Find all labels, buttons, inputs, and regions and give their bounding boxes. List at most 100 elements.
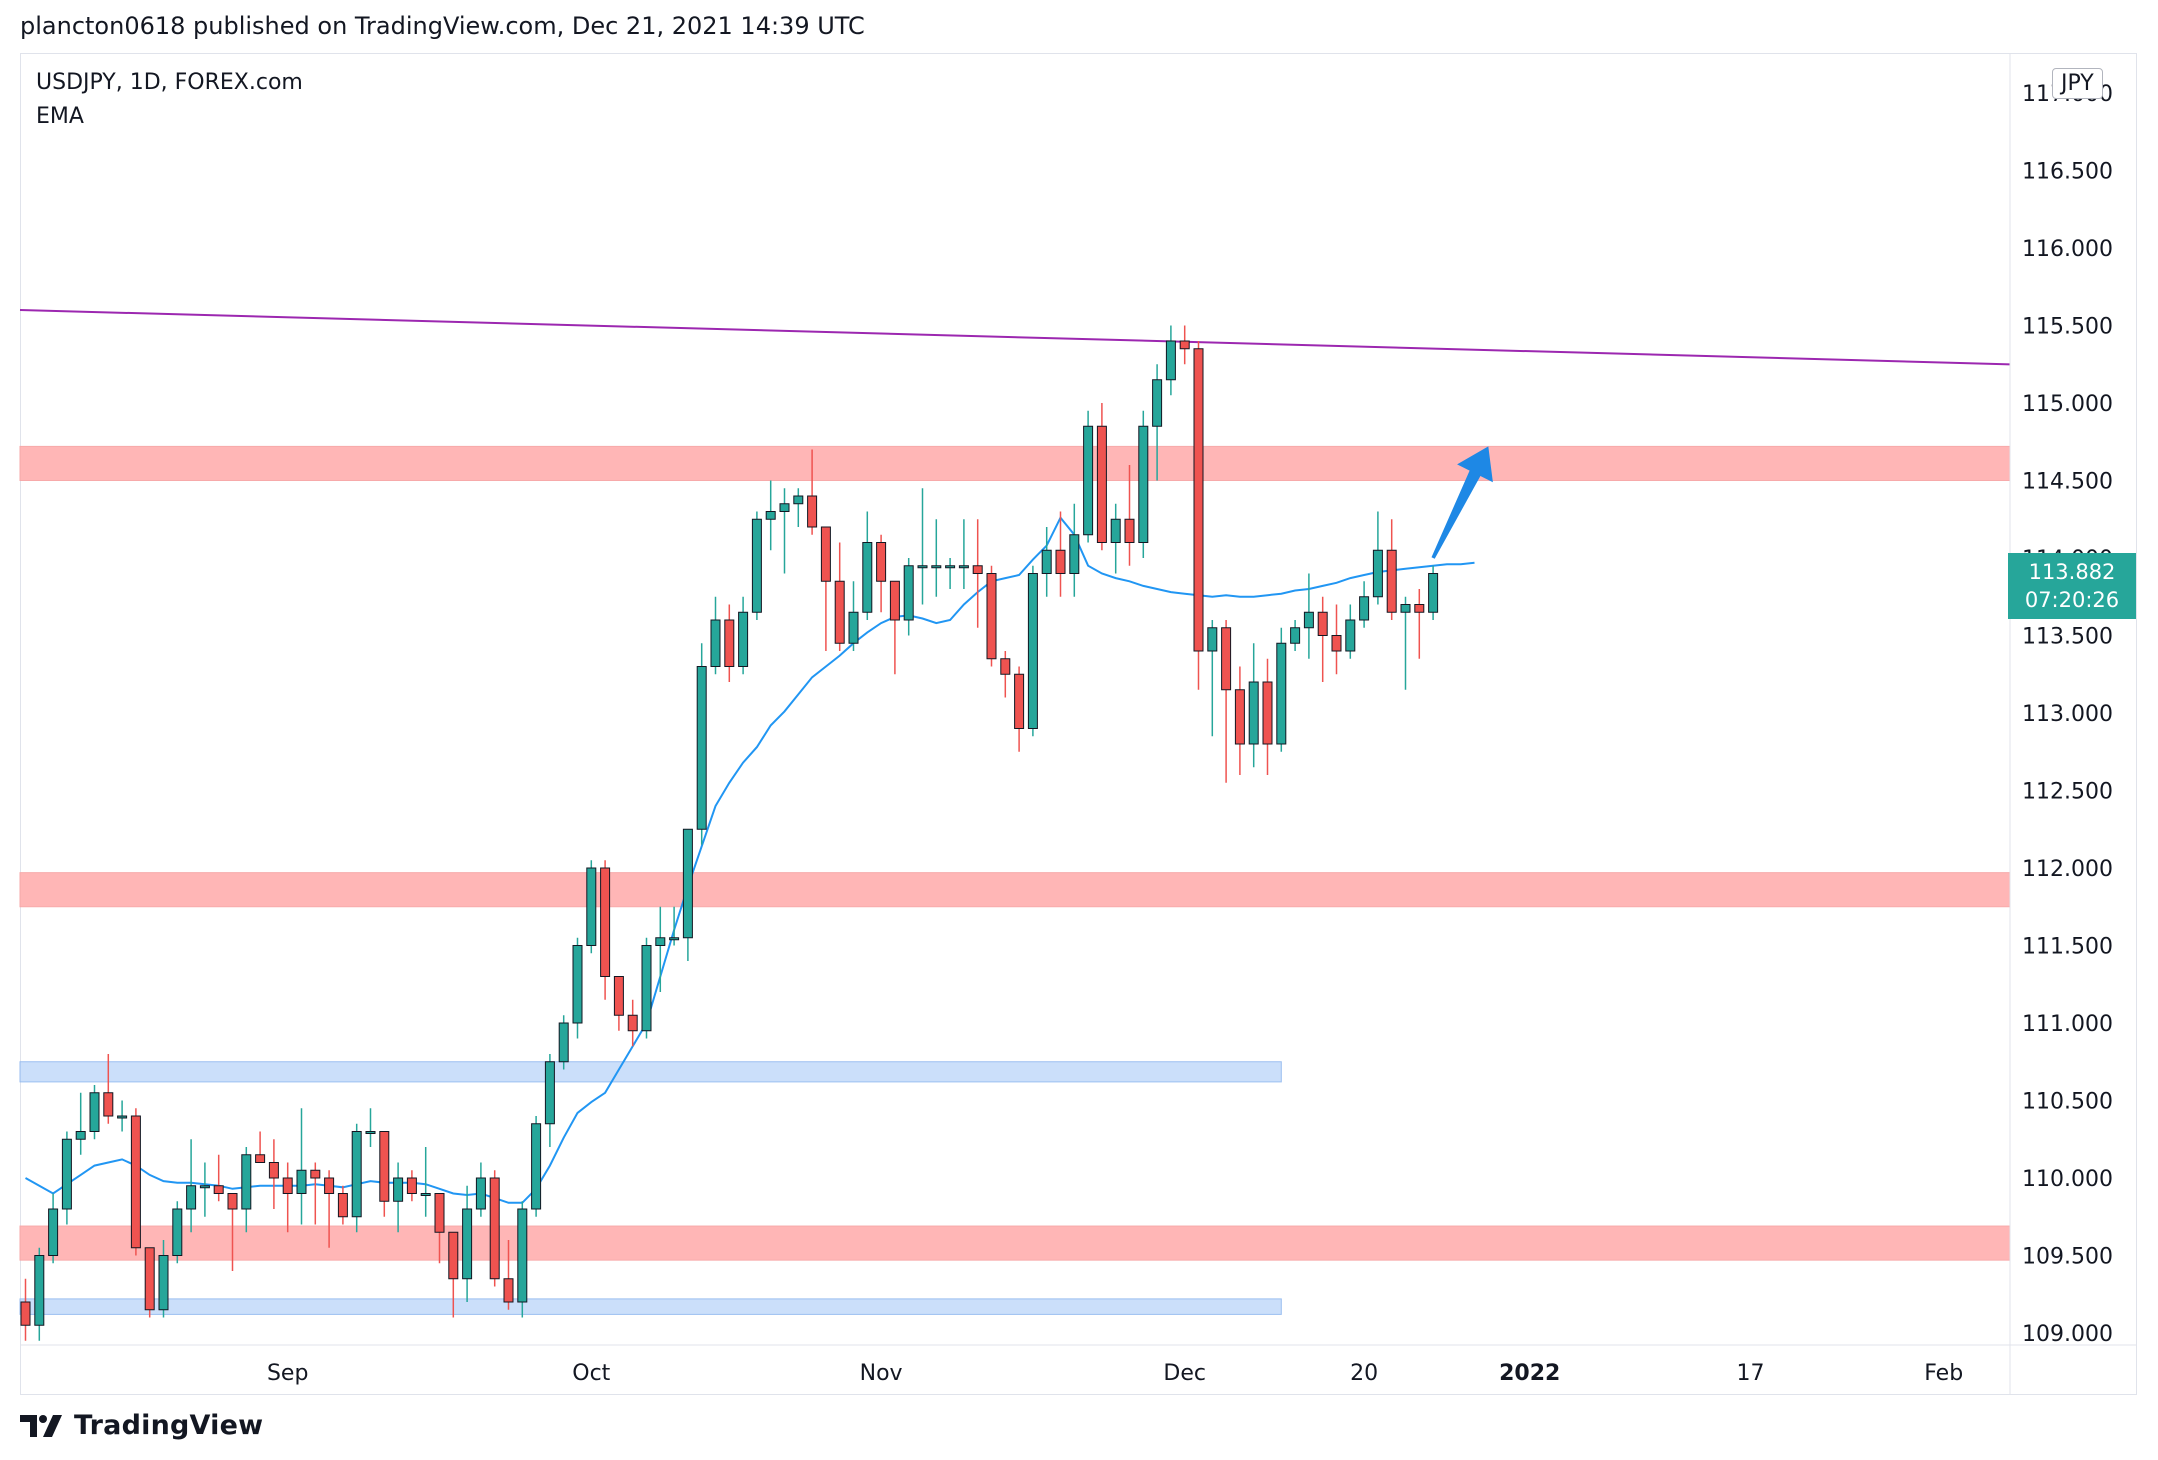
candle-body (1110, 518, 1121, 543)
up-arrow-annotation (1431, 446, 1493, 559)
candle-99 (1386, 519, 1397, 620)
candle-59 (834, 542, 845, 651)
candle-8 (130, 1108, 141, 1256)
candle-body (61, 1138, 72, 1210)
candle-47 (669, 906, 680, 946)
price-tick-label: 114.500 (2022, 470, 2113, 495)
candle-body (48, 1208, 59, 1256)
candle-body (1234, 689, 1245, 745)
candle-82 (1152, 364, 1163, 481)
tradingview-logo-icon (20, 1414, 62, 1437)
candle-body (227, 1193, 238, 1210)
candle-72 (1014, 666, 1025, 752)
price-tick-label: 109.000 (2022, 1322, 2113, 1347)
candle-69 (972, 519, 983, 628)
candle-53 (751, 511, 762, 620)
candle-74 (1041, 527, 1052, 597)
currency-badge[interactable]: JPY (2052, 68, 2103, 99)
candle-body (572, 945, 583, 1024)
time-tick-label: Sep (267, 1361, 308, 1386)
candle-100 (1400, 596, 1411, 690)
price-tick-label: 113.500 (2022, 625, 2113, 650)
last-price-label: 113.882 07:20:26 (2008, 553, 2136, 619)
candle-body (1138, 425, 1149, 543)
candle-33 (475, 1162, 486, 1217)
candle-50 (710, 596, 721, 675)
candle-19 (282, 1162, 293, 1233)
candle-body (199, 1185, 210, 1189)
candle-44 (627, 999, 638, 1047)
bar-countdown: 07:20:26 (2024, 588, 2120, 612)
candle-97 (1359, 581, 1370, 628)
candle-55 (779, 488, 790, 574)
symbol-legend[interactable]: USDJPY, 1D, FOREX.com (36, 70, 303, 95)
candle-90 (1262, 658, 1273, 775)
candle-30 (434, 1193, 445, 1264)
candle-29 (420, 1147, 431, 1217)
candle-21 (310, 1162, 321, 1225)
candle-body (669, 937, 680, 941)
candle-body (255, 1154, 266, 1163)
candle-15 (227, 1193, 238, 1271)
candle-body (903, 565, 914, 621)
candle-body (765, 511, 776, 520)
candle-body (241, 1154, 252, 1210)
candle-body (268, 1162, 279, 1179)
time-tick-label: Dec (1163, 1361, 1206, 1386)
candle-32 (462, 1185, 473, 1302)
candle-60 (848, 581, 859, 651)
candle-body (1317, 611, 1328, 636)
candle-body (1207, 627, 1218, 652)
candle-body (1221, 627, 1232, 691)
candle-body (972, 565, 983, 574)
candle-66 (931, 519, 942, 597)
candle-body (34, 1255, 45, 1326)
candle-body (986, 573, 997, 660)
candle-39 (558, 1015, 569, 1070)
candle-body (682, 828, 693, 939)
footer-brand[interactable]: TradingView (20, 1410, 263, 1441)
candle-101 (1414, 589, 1425, 659)
candle-body (144, 1247, 155, 1311)
candle-92 (1290, 620, 1301, 651)
candle-body (779, 503, 790, 512)
candle-94 (1317, 596, 1328, 682)
candle-0 (20, 1278, 31, 1341)
indicator-legend[interactable]: EMA (36, 104, 84, 129)
candle-body (889, 580, 900, 621)
candle-85 (1193, 341, 1204, 690)
candle-body (958, 565, 969, 569)
candle-body (876, 542, 887, 582)
candle-body (475, 1177, 486, 1210)
candle-28 (406, 1170, 417, 1202)
candle-9 (144, 1247, 155, 1318)
candle-body (1303, 611, 1314, 629)
candle-body (434, 1193, 445, 1233)
candle-body (20, 1301, 31, 1326)
candle-34 (489, 1170, 500, 1287)
time-tick-label: Feb (1924, 1361, 1963, 1386)
candle-91 (1276, 627, 1287, 752)
support-zone-3 (19, 1061, 1282, 1083)
candle-body (627, 1014, 638, 1032)
candle-body (1290, 627, 1301, 644)
candle-body (931, 565, 942, 569)
candle-84 (1179, 325, 1190, 365)
candle-body (1193, 348, 1204, 652)
candle-body (296, 1169, 307, 1194)
trendline-layer (19, 309, 2011, 366)
candle-64 (903, 558, 914, 636)
candle-96 (1345, 604, 1356, 659)
candle-38 (544, 1054, 555, 1147)
axes-layer: 109.000 109.500 110.000 110.500 111.000 111.5… (20, 53, 2137, 1395)
candle-body (945, 565, 956, 569)
candle-87 (1221, 620, 1232, 783)
candle-46 (655, 906, 666, 992)
candle-body (724, 619, 735, 667)
candle-17 (255, 1131, 266, 1163)
chart-frame (20, 53, 2137, 1395)
candle-body (130, 1115, 141, 1249)
candle-body (1345, 619, 1356, 652)
candle-93 (1303, 573, 1314, 659)
